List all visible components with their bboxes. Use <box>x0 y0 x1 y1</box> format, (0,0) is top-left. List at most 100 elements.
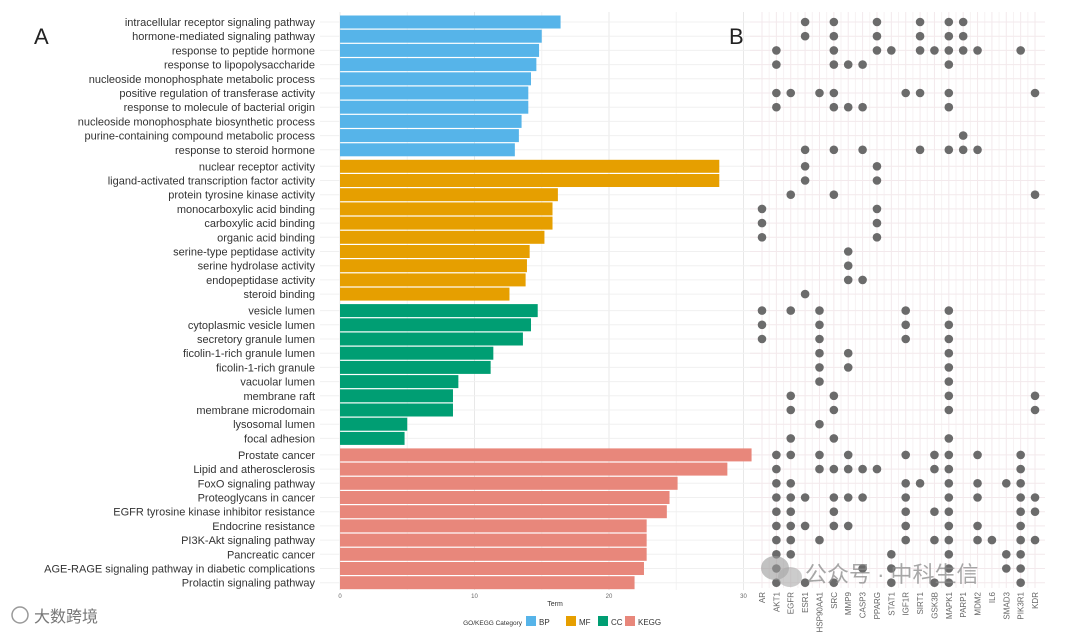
bar-kegg <box>340 576 635 590</box>
gene-term-dot <box>757 218 767 228</box>
gene-label: EGFR <box>787 592 796 614</box>
gene-term-dot <box>944 521 954 531</box>
bar-cc <box>340 375 459 389</box>
legend-swatch-cc <box>598 616 608 626</box>
gene-term-dot <box>944 578 954 587</box>
gene-term-dot <box>786 88 796 98</box>
legend-title: GO/KEGG Category <box>463 620 523 627</box>
bar-kegg <box>340 491 670 504</box>
gene-term-dot <box>815 334 824 344</box>
gene-term-dot <box>1016 550 1025 559</box>
gene-term-dot <box>757 306 767 315</box>
gene-term-dot <box>772 578 781 587</box>
gene-term-dot <box>1016 578 1025 587</box>
gene-term-dot <box>786 190 796 199</box>
gene-term-dot <box>829 434 839 443</box>
gene-term-dot <box>786 306 796 315</box>
gene-term-dot <box>901 88 910 98</box>
gene-term-dot <box>915 17 925 27</box>
bar-cc <box>340 417 408 431</box>
gene-term-dot <box>1030 507 1040 516</box>
watermark-right-text: 公众号 · 中科生信 <box>805 562 979 587</box>
gene-term-dot <box>858 145 867 155</box>
gene-term-dot <box>786 550 796 559</box>
gene-term-dot <box>958 145 968 155</box>
term-label: cytoplasmic vesicle lumen <box>188 320 315 332</box>
term-label: positive regulation of transferase activ… <box>119 88 315 100</box>
term-label: secretory granule lumen <box>197 334 315 346</box>
x-tick-label: 20 <box>606 594 613 600</box>
gene-term-dot <box>815 88 824 98</box>
gene-term-dot <box>958 17 968 27</box>
bar-bp <box>340 29 542 43</box>
gene-term-dot <box>858 564 867 573</box>
bar-bp <box>340 143 515 157</box>
gene-term-dot <box>757 320 767 330</box>
legend-label: KEGG <box>638 618 661 627</box>
gene-term-dot <box>958 31 968 41</box>
gene-term-dot <box>772 102 781 112</box>
gene-term-dot <box>786 405 796 415</box>
gene-term-dot <box>944 334 954 344</box>
gene-term-dot <box>944 550 954 559</box>
gene-term-dot <box>973 450 982 460</box>
x-tick-label: 0 <box>338 594 342 600</box>
gene-term-dot <box>1030 391 1040 401</box>
gene-label: AKT1 <box>772 591 781 612</box>
dot-plot <box>757 17 1040 587</box>
gene-term-dot <box>872 204 882 214</box>
gene-term-dot <box>829 507 839 516</box>
gene-term-dot <box>858 464 867 474</box>
gene-term-dot <box>901 479 910 488</box>
gene-term-dot <box>944 564 954 573</box>
gene-term-dot <box>1016 507 1025 516</box>
gene-term-dot <box>944 479 954 488</box>
gene-label: SRC <box>830 592 839 609</box>
term-label: ficolin-1-rich granule <box>216 362 315 374</box>
legend-label: CC <box>611 618 623 627</box>
bar-cc <box>340 389 453 403</box>
bar-bp <box>340 100 529 114</box>
term-label: nucleoside monophosphate metabolic proce… <box>89 74 316 86</box>
wechat-icon-bubble <box>778 567 802 587</box>
term-label: nucleoside monophosphate biosynthetic pr… <box>78 116 316 128</box>
gene-term-dot <box>772 521 781 531</box>
gene-term-dot <box>843 247 853 256</box>
bar-cc <box>340 360 491 374</box>
gene-term-dot <box>1016 464 1025 474</box>
gene-term-dot <box>901 521 910 531</box>
gene-term-dot <box>944 102 954 112</box>
term-label: purine-containing compound metabolic pro… <box>84 131 315 143</box>
gene-term-dot <box>843 493 853 502</box>
gene-term-dot <box>944 535 954 545</box>
gene-term-dot <box>901 493 910 502</box>
gene-term-dot <box>1001 479 1011 488</box>
gene-term-dot <box>915 88 925 98</box>
term-label: organic acid binding <box>217 232 315 244</box>
gene-term-dot <box>1030 405 1040 415</box>
term-label: membrane raft <box>243 391 315 403</box>
bar-bp <box>340 15 561 29</box>
watermark-right: 公众号 · 中科生信 <box>761 556 979 587</box>
gene-term-dot <box>1016 479 1025 488</box>
bar-cc <box>340 346 494 360</box>
gene-label: STAT1 <box>887 591 896 615</box>
gene-term-dot <box>772 535 781 545</box>
gene-term-dot <box>800 176 810 185</box>
gene-label: PPARG <box>873 592 882 619</box>
gene-term-dot <box>944 320 954 330</box>
gene-term-dot <box>958 131 968 140</box>
gene-term-dot <box>930 464 939 474</box>
gene-term-dot <box>786 450 796 460</box>
gene-label: MAPK1 <box>945 591 954 619</box>
gene-term-dot <box>973 493 982 502</box>
gene-term-dot <box>973 46 982 55</box>
bar-mf <box>340 159 720 173</box>
gene-term-dot <box>815 348 824 358</box>
bar-chart: intracellular receptor signaling pathway… <box>44 15 752 590</box>
gene-term-dot <box>1030 493 1040 502</box>
gene-term-dot <box>829 405 839 415</box>
term-label: nuclear receptor activity <box>199 161 316 173</box>
gene-term-dot <box>829 493 839 502</box>
gene-label: HSP90AA1 <box>815 591 824 632</box>
